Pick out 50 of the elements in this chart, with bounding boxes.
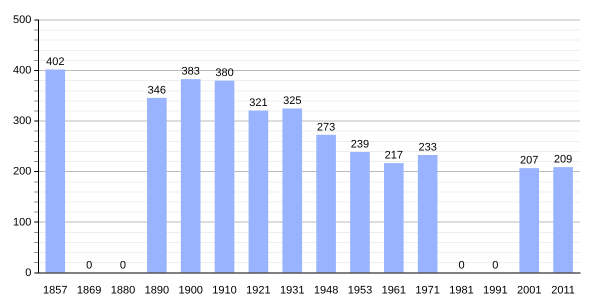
data-label: 383 (182, 66, 200, 78)
data-label: 380 (215, 67, 234, 80)
y-tick-label: 300 (12, 115, 32, 128)
data-label: 325 (283, 95, 302, 108)
bar (350, 152, 370, 272)
bar (180, 79, 201, 272)
data-label: 273 (316, 121, 336, 134)
x-tick-label: 1869 (76, 284, 102, 296)
x-tick-label: 1991 (483, 284, 508, 296)
data-label: 346 (148, 84, 166, 96)
data-label: 321 (249, 97, 268, 110)
data-label: 0 (458, 259, 465, 272)
x-tick-label: 1900 (178, 284, 203, 296)
x-tick-label: 1890 (144, 284, 170, 296)
x-tick-label: 1931 (280, 284, 304, 296)
y-tick-label: 100 (12, 216, 32, 228)
x-tick-label: 1948 (314, 284, 338, 296)
bar (248, 110, 268, 272)
bar (45, 70, 66, 272)
y-tick-label: 400 (12, 64, 32, 77)
bar (384, 163, 404, 272)
x-tick-label: 1961 (382, 284, 406, 296)
bar (147, 98, 167, 272)
x-tick-label: 1910 (212, 284, 237, 296)
data-label: 239 (350, 138, 370, 150)
x-tick-label: 1880 (110, 284, 136, 296)
x-tick-label: 1971 (415, 284, 440, 296)
x-tick-label: 1921 (246, 284, 271, 296)
bar (282, 108, 302, 272)
data-label: 209 (554, 154, 572, 166)
y-tick-label: 0 (25, 266, 32, 279)
bar (519, 168, 540, 272)
y-tick-label: 500 (12, 14, 32, 26)
x-tick-label: 2001 (516, 284, 542, 296)
x-tick-label: 1981 (449, 284, 474, 296)
data-label: 207 (520, 154, 538, 167)
data-label: 0 (492, 259, 498, 272)
bar (553, 167, 573, 272)
data-label: 402 (46, 56, 64, 68)
data-label: 0 (86, 259, 92, 272)
x-tick-label: 1857 (43, 284, 68, 296)
x-tick-label: 1953 (348, 284, 372, 296)
data-label: 233 (418, 142, 437, 154)
y-tick-label: 200 (12, 166, 32, 178)
bar (316, 134, 336, 272)
bar (418, 154, 438, 272)
data-label: 0 (120, 259, 126, 272)
data-label: 217 (384, 150, 403, 162)
bar (214, 80, 234, 272)
x-tick-label: 2011 (551, 284, 575, 296)
